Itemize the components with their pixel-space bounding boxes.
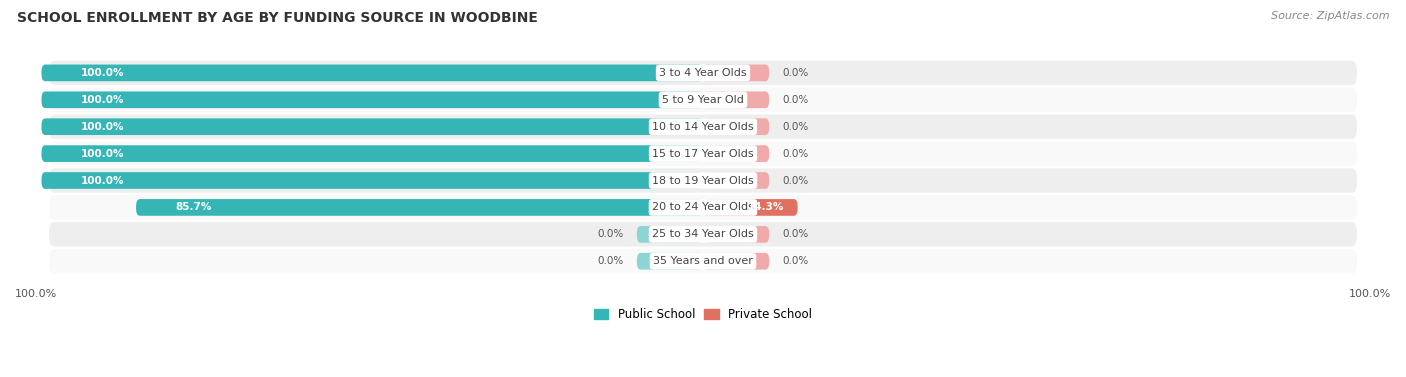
FancyBboxPatch shape xyxy=(703,199,797,216)
Text: 0.0%: 0.0% xyxy=(598,256,624,266)
FancyBboxPatch shape xyxy=(48,248,1358,274)
FancyBboxPatch shape xyxy=(637,253,703,270)
FancyBboxPatch shape xyxy=(703,145,769,162)
FancyBboxPatch shape xyxy=(41,118,703,135)
Text: Source: ZipAtlas.com: Source: ZipAtlas.com xyxy=(1271,11,1389,21)
Text: 20 to 24 Year Olds: 20 to 24 Year Olds xyxy=(652,202,754,212)
Text: 100.0%: 100.0% xyxy=(82,68,125,78)
FancyBboxPatch shape xyxy=(48,87,1358,113)
FancyBboxPatch shape xyxy=(48,113,1358,140)
FancyBboxPatch shape xyxy=(41,145,703,162)
FancyBboxPatch shape xyxy=(136,199,703,216)
FancyBboxPatch shape xyxy=(48,194,1358,221)
FancyBboxPatch shape xyxy=(703,118,769,135)
Text: 0.0%: 0.0% xyxy=(782,68,808,78)
Text: 0.0%: 0.0% xyxy=(782,122,808,132)
FancyBboxPatch shape xyxy=(703,64,769,81)
Text: 100.0%: 100.0% xyxy=(82,95,125,105)
Text: 0.0%: 0.0% xyxy=(782,95,808,105)
Text: 85.7%: 85.7% xyxy=(176,202,212,212)
Text: 0.0%: 0.0% xyxy=(598,229,624,239)
FancyBboxPatch shape xyxy=(41,64,703,81)
Text: 10 to 14 Year Olds: 10 to 14 Year Olds xyxy=(652,122,754,132)
Text: 0.0%: 0.0% xyxy=(782,149,808,159)
Text: 0.0%: 0.0% xyxy=(782,176,808,185)
FancyBboxPatch shape xyxy=(637,226,703,243)
Text: 5 to 9 Year Old: 5 to 9 Year Old xyxy=(662,95,744,105)
FancyBboxPatch shape xyxy=(703,253,769,270)
FancyBboxPatch shape xyxy=(48,140,1358,167)
FancyBboxPatch shape xyxy=(703,172,769,189)
Text: 35 Years and over: 35 Years and over xyxy=(652,256,754,266)
Text: 100.0%: 100.0% xyxy=(1348,290,1391,299)
Text: 14.3%: 14.3% xyxy=(748,202,785,212)
Text: 100.0%: 100.0% xyxy=(82,122,125,132)
Text: 18 to 19 Year Olds: 18 to 19 Year Olds xyxy=(652,176,754,185)
FancyBboxPatch shape xyxy=(703,92,769,108)
Text: 15 to 17 Year Olds: 15 to 17 Year Olds xyxy=(652,149,754,159)
FancyBboxPatch shape xyxy=(703,226,769,243)
Legend: Public School, Private School: Public School, Private School xyxy=(589,303,817,326)
Text: SCHOOL ENROLLMENT BY AGE BY FUNDING SOURCE IN WOODBINE: SCHOOL ENROLLMENT BY AGE BY FUNDING SOUR… xyxy=(17,11,537,25)
FancyBboxPatch shape xyxy=(41,92,703,108)
Text: 100.0%: 100.0% xyxy=(15,290,58,299)
Text: 3 to 4 Year Olds: 3 to 4 Year Olds xyxy=(659,68,747,78)
Text: 0.0%: 0.0% xyxy=(782,256,808,266)
Text: 100.0%: 100.0% xyxy=(82,176,125,185)
FancyBboxPatch shape xyxy=(48,221,1358,248)
Text: 0.0%: 0.0% xyxy=(782,229,808,239)
FancyBboxPatch shape xyxy=(48,60,1358,86)
FancyBboxPatch shape xyxy=(48,167,1358,194)
Text: 25 to 34 Year Olds: 25 to 34 Year Olds xyxy=(652,229,754,239)
Text: 100.0%: 100.0% xyxy=(82,149,125,159)
FancyBboxPatch shape xyxy=(41,172,703,189)
